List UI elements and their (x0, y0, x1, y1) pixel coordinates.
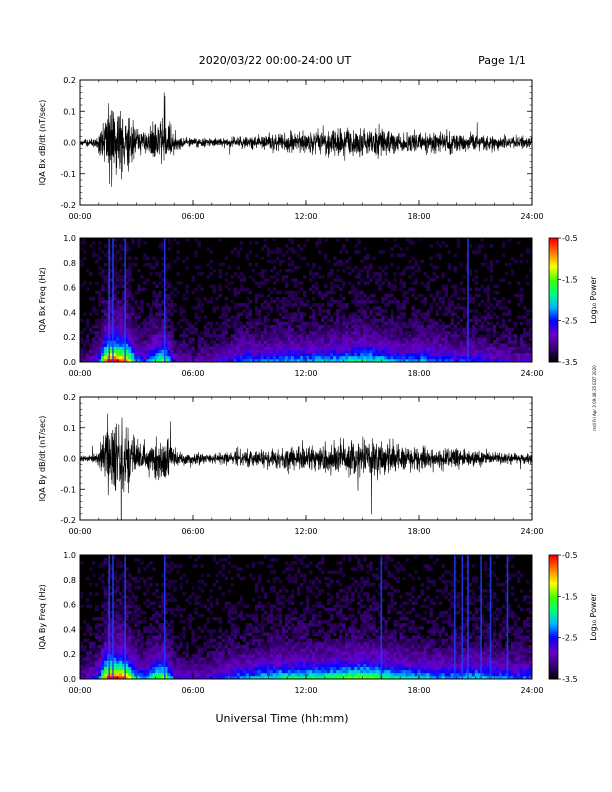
y-tick-label: 0.8 (63, 259, 76, 268)
spectral-line (108, 555, 110, 679)
colorbar-tick-label: -3.5 (562, 675, 578, 684)
bx-spectrogram-panel: 00:00 06:00 12:00 18:00 24:00 0.0 0.2 0.4 0.6 0.8… (38, 234, 544, 378)
x-tick-label: 24:00 (520, 686, 543, 695)
y-tick-label: 0.4 (63, 308, 76, 317)
colorbar-tick-label: -1.5 (562, 592, 578, 601)
colorbar-tick-label: -3.5 (562, 358, 578, 367)
y-tick-label: -0.1 (60, 485, 76, 494)
spectral-line (461, 555, 464, 679)
y-tick-label: -0.2 (60, 201, 76, 210)
x-tick-label: 12:00 (294, 369, 317, 378)
y-tick-label: 0.6 (63, 601, 76, 610)
colorbar-tick-label: -0.5 (562, 551, 578, 560)
y-tick-label: 0.2 (63, 393, 76, 402)
spectral-line (453, 555, 456, 679)
x-tick-label: 24:00 (520, 527, 543, 536)
y-tick-label: -0.2 (60, 516, 76, 525)
y-axis-label: IQA Bx dB/dt (nT/sec) (38, 100, 47, 186)
bx-timeseries-panel: 00:00 06:00 12:00 18:00 24:00 -0.2 -0.1 0.0 0.1 0… (38, 76, 544, 221)
by-timeseries-panel: 00:00 06:00 12:00 18:00 24:00 -0.2 -0.1 0.0 0.1 0… (38, 393, 544, 536)
x-tick-label: 24:00 (520, 212, 543, 221)
colorbar-tick-label: -0.5 (562, 234, 578, 243)
bx-colorbar: -0.5 -1.5 -2.5 -3.5 Log₁₀ Power (548, 234, 598, 367)
y-tick-label: 0.2 (63, 76, 76, 85)
y-tick-label: 0.1 (63, 107, 76, 116)
x-tick-label: 00:00 (68, 369, 91, 378)
spectral-line (163, 555, 166, 679)
x-tick-label: 12:00 (294, 212, 317, 221)
colorbar-frame (548, 237, 559, 363)
y-tick-label: 0.0 (63, 358, 76, 367)
colorbar-label: Log₁₀ Power (589, 593, 598, 641)
x-tick-label: 18:00 (407, 212, 430, 221)
trace-line (80, 92, 532, 187)
spectral-line (506, 555, 509, 679)
by-spectrogram-panel: 00:00 06:00 12:00 18:00 24:00 0.0 0.2 0.4 0.6 0.8… (38, 551, 544, 695)
trace-line (80, 413, 532, 520)
spectral-line (489, 555, 492, 679)
y-tick-label: 1.0 (63, 234, 76, 243)
y-tick-label: 0.2 (63, 333, 76, 342)
x-tick-label: 06:00 (181, 686, 204, 695)
y-tick-label: 0.8 (63, 576, 76, 585)
x-tick-label: 18:00 (407, 527, 430, 536)
x-tick-label: 24:00 (520, 369, 543, 378)
colorbar-frame (548, 554, 559, 680)
spectral-line (467, 555, 469, 679)
spectral-line (112, 238, 114, 362)
colorbar-label: Log₁₀ Power (589, 276, 598, 324)
x-tick-label: 12:00 (294, 527, 317, 536)
spectral-line (124, 238, 126, 362)
colorbar-tick-label: -1.5 (562, 275, 578, 284)
x-tick-label: 06:00 (181, 369, 204, 378)
y-tick-label: 0.6 (63, 284, 76, 293)
spectral-line (480, 555, 482, 679)
y-tick-label: -0.1 (60, 170, 76, 179)
y-axis-label: IQA By Freq (Hz) (38, 584, 47, 650)
spectral-line (124, 555, 126, 679)
by-colorbar: -0.5 -1.5 -2.5 -3.5 Log₁₀ Power (548, 551, 598, 684)
x-axis-title: Universal Time (hh:mm) (216, 712, 349, 725)
y-tick-label: 0.0 (63, 455, 76, 464)
x-tick-label: 00:00 (68, 527, 91, 536)
x-tick-label: 00:00 (68, 212, 91, 221)
y-tick-label: 0.1 (63, 424, 76, 433)
y-tick-label: 1.0 (63, 551, 76, 560)
y-tick-label: 0.2 (63, 650, 76, 659)
x-tick-label: 18:00 (407, 686, 430, 695)
spectral-line (380, 555, 383, 679)
spectral-line (467, 238, 469, 362)
page-number: Page 1/1 (478, 54, 526, 67)
creation-stamp: mdl Fri Apr 3 09:48:35 EDT 2020 (592, 365, 597, 431)
x-tick-label: 18:00 (407, 369, 430, 378)
y-tick-label: 0.0 (63, 139, 76, 148)
x-tick-label: 00:00 (68, 686, 91, 695)
y-tick-label: 0.4 (63, 625, 76, 634)
colorbar-tick-label: -2.5 (562, 634, 578, 643)
page-title: 2020/03/22 00:00-24:00 UT (199, 54, 352, 67)
x-tick-label: 06:00 (181, 212, 204, 221)
y-axis-label: IQA By dB/dt (nT/sec) (38, 416, 47, 502)
y-tick-label: 0.0 (63, 675, 76, 684)
spectral-line (112, 555, 114, 679)
x-tick-label: 06:00 (181, 527, 204, 536)
colorbar-tick-label: -2.5 (562, 317, 578, 326)
spectral-line (108, 238, 110, 362)
x-tick-label: 12:00 (294, 686, 317, 695)
y-axis-label: IQA Bx Freq (Hz) (38, 267, 47, 333)
spectral-line (163, 238, 166, 362)
